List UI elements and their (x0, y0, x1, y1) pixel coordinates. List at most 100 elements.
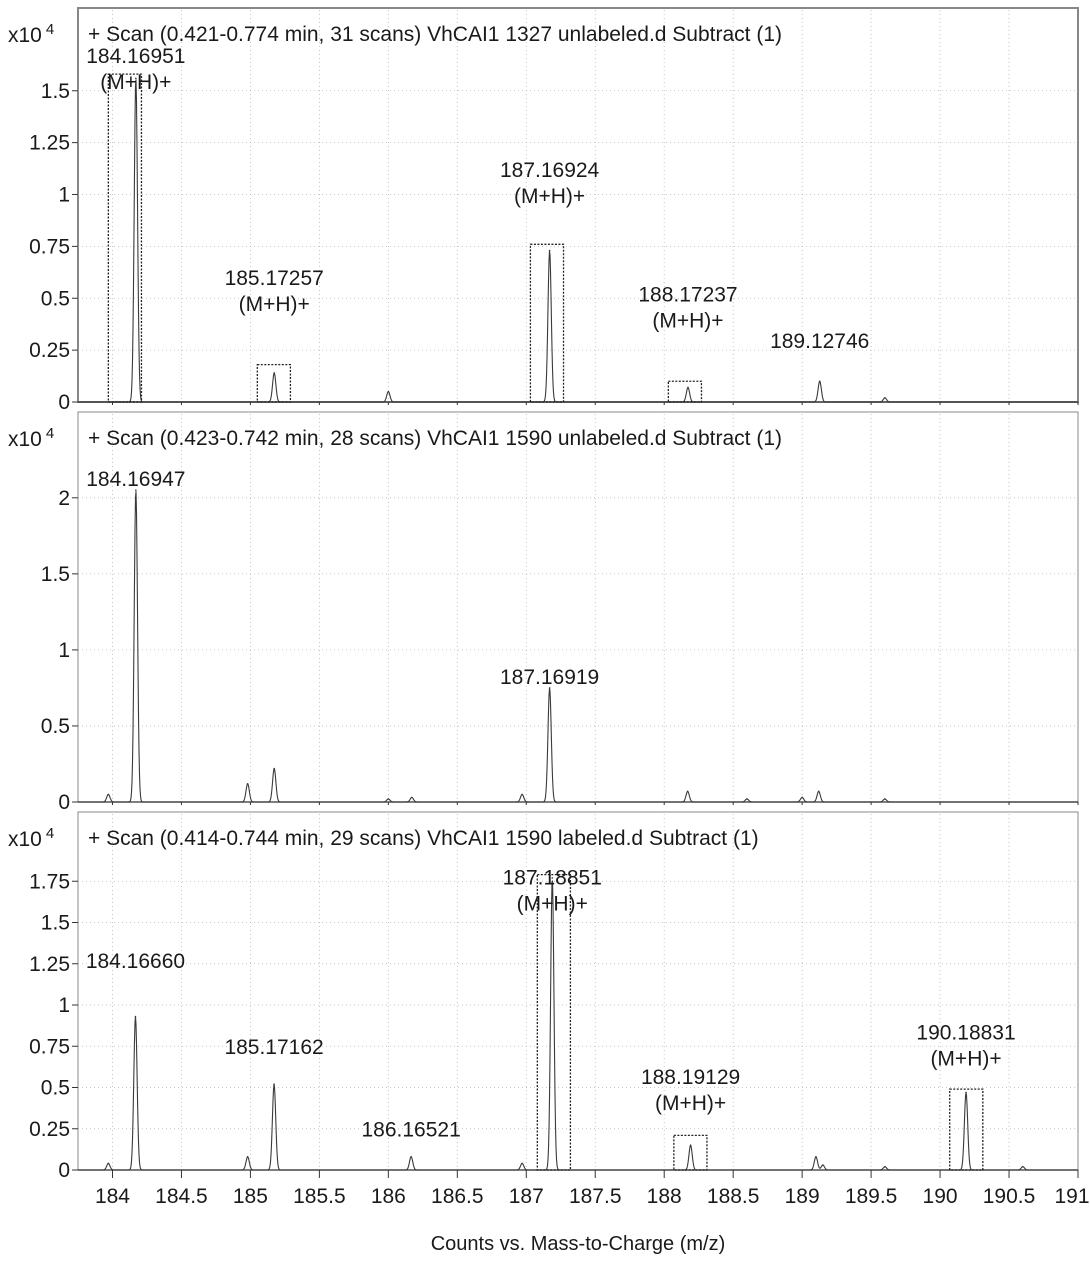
peak-point (135, 489, 137, 492)
y-scale-base: x10 (8, 428, 42, 451)
panel-title: + Scan (0.423-0.742 min, 28 scans) VhCAI… (88, 427, 782, 450)
peak-point (689, 1144, 692, 1147)
isotope-box (949, 1088, 984, 1171)
peak-point (273, 1083, 275, 1085)
panel-title: + Scan (0.414-0.744 min, 29 scans) VhCAI… (88, 827, 759, 850)
y-tick-label: 0.25 (29, 1118, 70, 1141)
y-tick-label: 0.75 (29, 1035, 70, 1058)
x-tick-label: 184.5 (155, 1185, 208, 1208)
peak-annotation: 188.19129 (641, 1066, 740, 1089)
peak-point (246, 1156, 249, 1158)
peak-point (551, 877, 554, 879)
x-tick-label: 184 (95, 1185, 130, 1208)
peak-annotation: (M+H)+ (655, 1092, 726, 1115)
y-scale-label: x10 4 (8, 21, 54, 47)
peak-point (548, 687, 551, 689)
panel-title: + Scan (0.421-0.774 min, 31 scans) VhCAI… (88, 23, 782, 46)
peak-point (134, 1015, 137, 1018)
isotope-box (673, 1134, 708, 1171)
spectrum-trace (78, 880, 1078, 1171)
peak-point (387, 390, 390, 393)
peak-point (387, 798, 390, 800)
peak-point (815, 1156, 817, 1158)
x-tick-label: 190 (923, 1185, 958, 1208)
y-scale-exponent: 4 (46, 825, 54, 842)
x-tick-label: 191 (1054, 1185, 1089, 1208)
peak-annotation: (M+H)+ (239, 293, 310, 316)
x-tick-label: 188.5 (707, 1185, 760, 1208)
y-tick-label: 0 (58, 1159, 70, 1182)
peak-point (410, 1156, 412, 1158)
peak-point (410, 796, 413, 799)
y-tick-label: 0.75 (29, 235, 70, 258)
y-scale-label: x10 4 (8, 425, 54, 451)
peak-point (521, 1162, 523, 1165)
peak-annotation: 187.18851 (503, 866, 602, 889)
peak-point (687, 386, 689, 389)
peak-point (135, 77, 137, 80)
peak-point (965, 1091, 967, 1094)
spectrum-panel-3: 0 0.25 0.5 0.75 1 1.25 1.5 1.75 x10 4 + Scan (0.41… (8, 811, 1079, 1182)
y-tick-label: 1.25 (29, 132, 70, 155)
y-tick-label: 1.5 (41, 80, 70, 103)
peak-point (273, 372, 276, 374)
x-axis: 184 184.5 185 185.5 186 186.5 187 187.5 188 188.5… (95, 1185, 1090, 1208)
peak-annotation: (M+H)+ (100, 71, 171, 94)
x-tick-label: 190.5 (983, 1185, 1036, 1208)
peak-point (801, 796, 803, 799)
y-tick-label: 1.75 (29, 870, 70, 893)
isotope-box (256, 363, 292, 403)
isotope-box (667, 380, 703, 403)
y-scale-exponent: 4 (46, 425, 54, 442)
y-tick-label: 0 (58, 391, 70, 414)
peak-point (884, 1165, 886, 1168)
panel-frame (77, 411, 1079, 803)
peak-point (884, 397, 886, 399)
isotope-box (529, 243, 565, 403)
peak-point (884, 798, 886, 800)
y-scale-base: x10 (8, 24, 42, 47)
peak-annotation: (M+H)+ (930, 1047, 1001, 1070)
peak-annotation: 188.17237 (638, 283, 737, 306)
x-tick-label: 187 (509, 1185, 544, 1208)
x-tick-label: 189.5 (845, 1185, 898, 1208)
y-tick-label: 2 (58, 487, 70, 510)
peak-point (1022, 1165, 1024, 1168)
y-tick-label: 1 (58, 639, 70, 662)
y-tick-label: 0.5 (41, 1077, 70, 1100)
y-scale-base: x10 (8, 828, 42, 851)
peak-point (822, 1164, 824, 1166)
x-axis-label: Counts vs. Mass-to-Charge (m/z) (431, 1233, 726, 1255)
peak-annotation: 186.16521 (361, 1118, 460, 1141)
peak-annotation: 184.16660 (86, 950, 185, 973)
peak-point (246, 782, 249, 785)
x-tick-label: 186 (371, 1185, 406, 1208)
x-tick-label: 189 (785, 1185, 820, 1208)
x-tick-label: 185.5 (293, 1185, 346, 1208)
peak-annotation: (M+H)+ (514, 185, 585, 208)
spectrum-panel-1: 0 0.25 0.5 0.75 1 1.25 1.5 x10 4 + Scan (0.421-0.… (8, 7, 1079, 414)
y-tick-label: 1 (58, 184, 70, 207)
x-tick-label: 188 (647, 1185, 682, 1208)
peak-point (746, 798, 748, 800)
peak-annotation: 185.17257 (225, 267, 324, 290)
y-scale-label: x10 4 (8, 825, 54, 851)
peak-annotation: (M+H)+ (517, 892, 588, 915)
y-tick-label: 0.5 (41, 715, 70, 738)
peak-annotation: 187.16919 (500, 666, 599, 689)
peak-point (107, 793, 110, 796)
y-tick-label: 1 (58, 994, 70, 1017)
peak-point (273, 767, 276, 770)
peak-point (817, 790, 820, 793)
spectrum-trace (78, 79, 1078, 403)
peak-point (818, 380, 821, 383)
peak-annotation: (M+H)+ (652, 309, 723, 332)
peak-point (686, 790, 689, 793)
spectrum-trace (78, 491, 1078, 803)
peak-annotation: 184.16947 (86, 468, 185, 491)
isotope-box (107, 73, 143, 403)
y-tick-label: 1.25 (29, 953, 70, 976)
isotope-box (536, 874, 572, 1171)
peak-annotation: 185.17162 (224, 1036, 323, 1059)
